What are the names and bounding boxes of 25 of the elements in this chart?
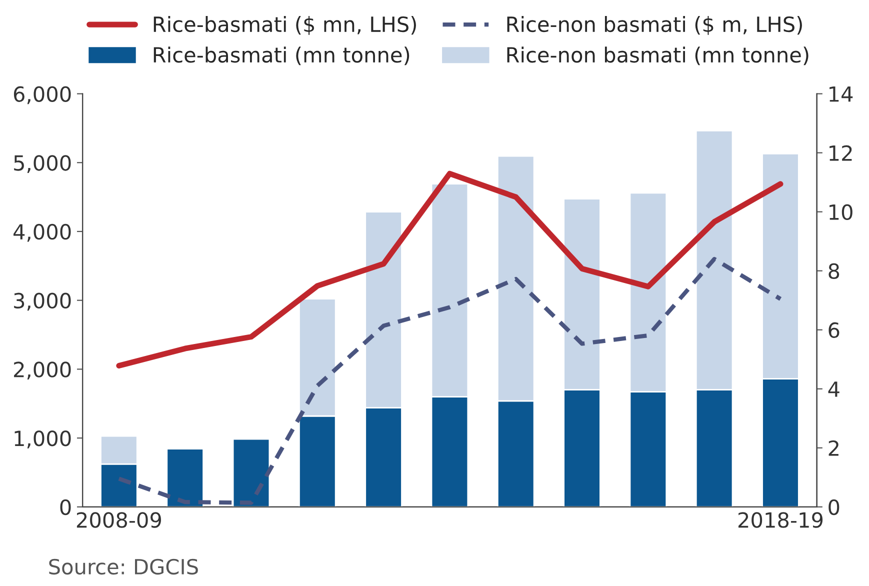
line-series [116, 256, 783, 505]
y-tick-label: 1,000 [14, 430, 71, 448]
y-tick-label: 5,000 [14, 155, 71, 173]
y-tick-label: 6,000 [14, 86, 71, 104]
y2-tick-label: 10 [830, 204, 852, 220]
legend-label: Rice-non basmati ($ m, LHS) [507, 16, 802, 35]
y-tick-label: 0 [60, 499, 71, 516]
x-tick-label: 2018-19 [738, 512, 823, 528]
bar [166, 448, 204, 507]
y2-tick-label: 14 [830, 86, 853, 102]
y2-tick-label: 0 [828, 499, 840, 516]
y2-tick-label: 2 [828, 440, 838, 456]
x-tick-label: 2008-09 [76, 512, 161, 528]
y2-tick-label: 6 [828, 322, 840, 338]
y2-tick-label: 8 [828, 263, 840, 280]
legend-label: Rice-basmati (mn tonne) [154, 46, 410, 66]
bar [232, 438, 270, 507]
legend-label: Rice-non basmati (mn tonne) [507, 46, 808, 66]
legend-label: Rice-basmati ($ mn, LHS) [154, 16, 416, 35]
y-tick-label: 4,000 [14, 224, 71, 242]
y-tick-label: 2,000 [14, 362, 71, 380]
y-tick-label: 3,000 [14, 292, 71, 311]
y2-tick-label: 4 [828, 382, 840, 397]
source-note: Source: DGCIS [49, 558, 198, 575]
y2-tick-label: 12 [830, 145, 852, 161]
